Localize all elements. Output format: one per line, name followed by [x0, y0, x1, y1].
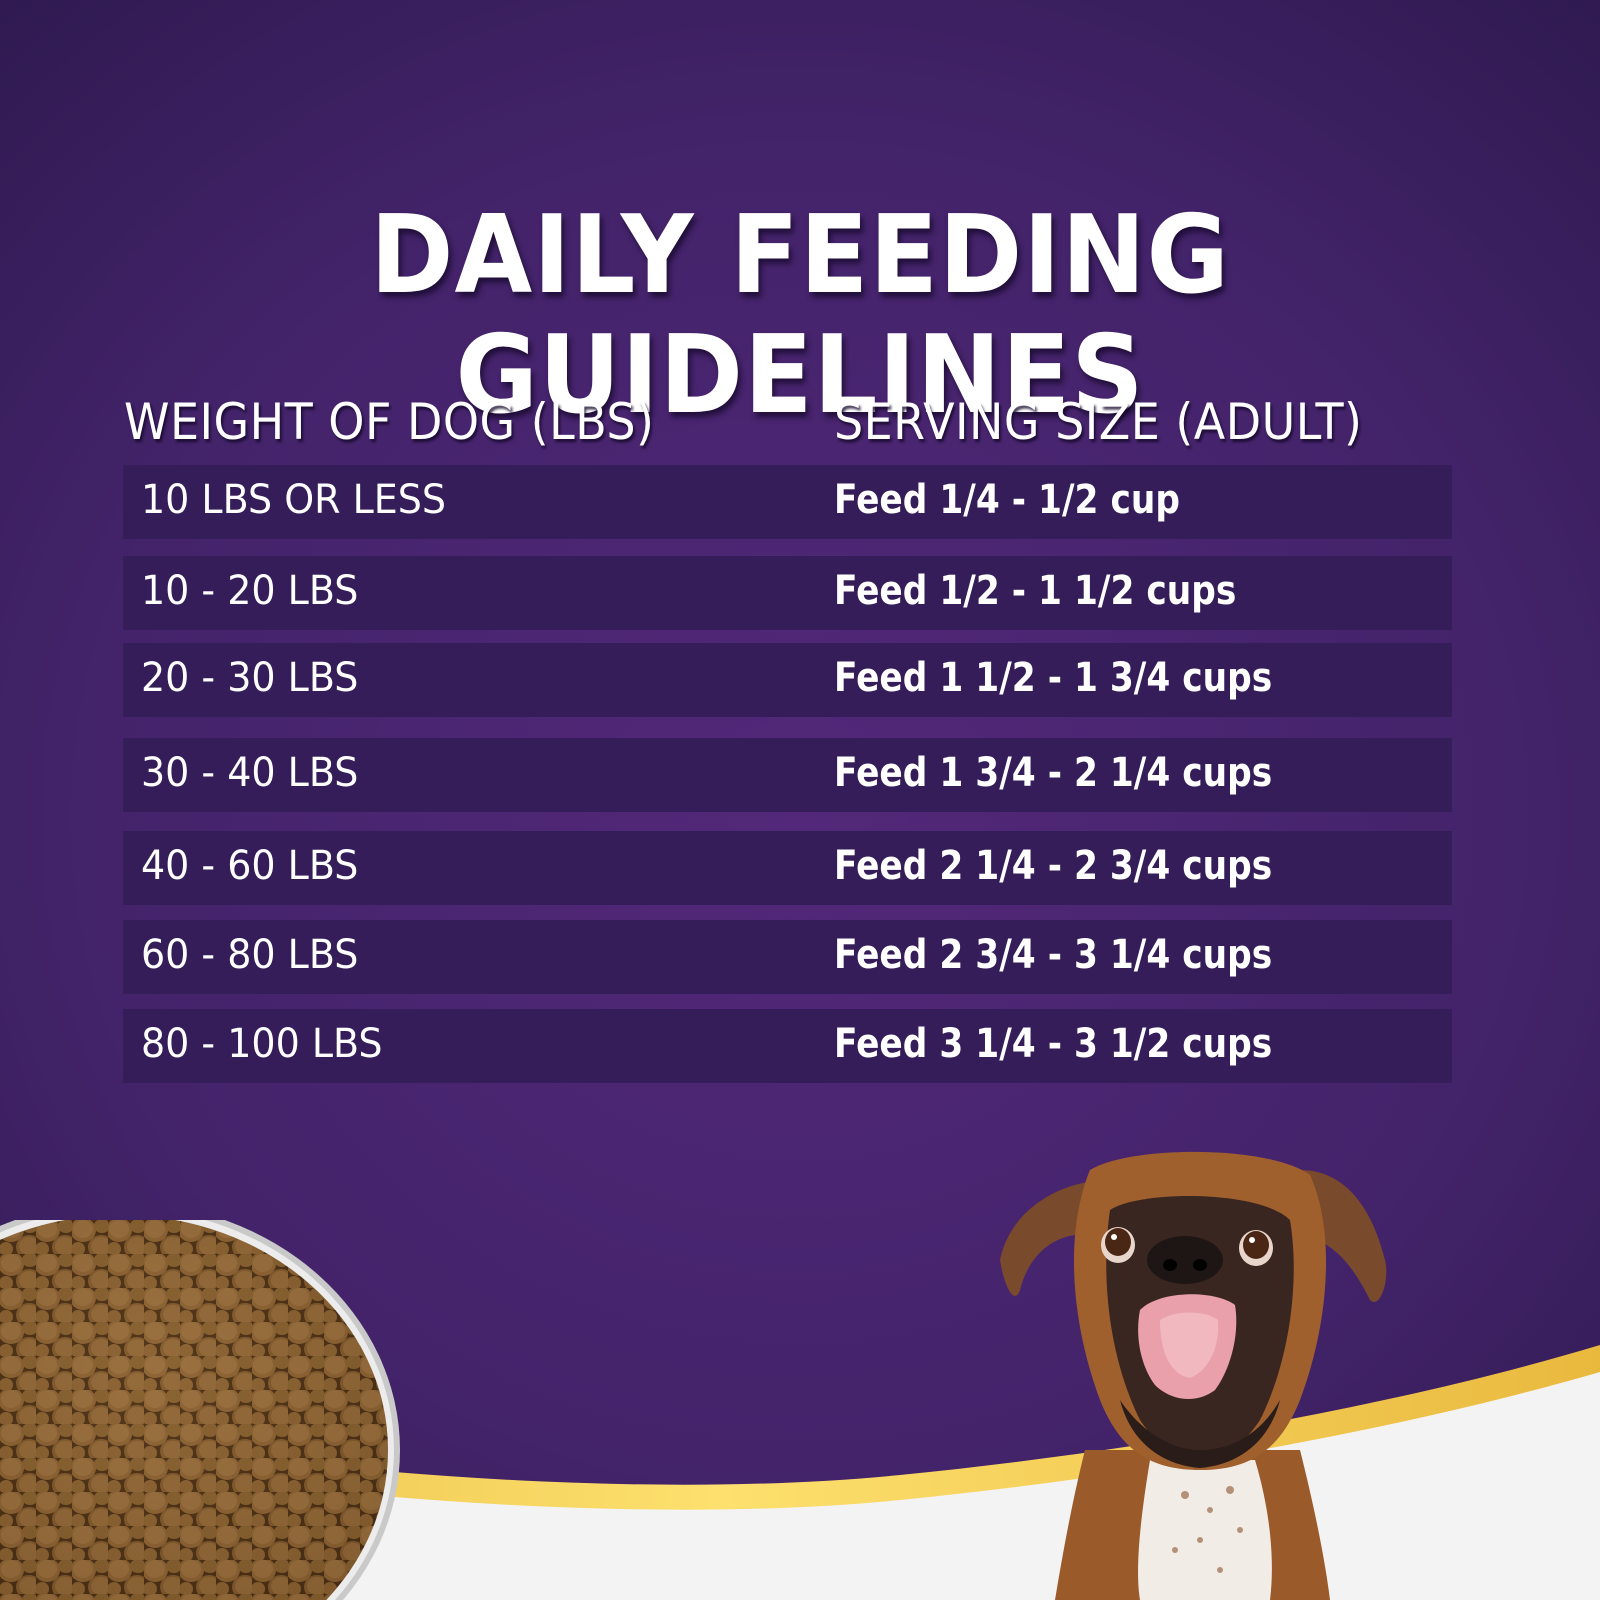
- weight-cell: 10 - 20 LBS: [141, 568, 359, 614]
- serving-cell: Feed 1 1/2 - 1 3/4 cups: [834, 655, 1273, 701]
- weight-cell: 40 - 60 LBS: [141, 843, 359, 889]
- table-row: 10 - 20 LBS Feed 1/2 - 1 1/2 cups: [123, 556, 1452, 630]
- serving-cell: Feed 1/2 - 1 1/2 cups: [834, 568, 1237, 614]
- table-row: 30 - 40 LBS Feed 1 3/4 - 2 1/4 cups: [123, 738, 1452, 812]
- weight-cell: 80 - 100 LBS: [141, 1021, 383, 1067]
- column-header-weight: WEIGHT OF DOG (LBS): [124, 393, 655, 451]
- serving-cell: Feed 2 1/4 - 2 3/4 cups: [834, 843, 1273, 889]
- table-row: 10 LBS OR LESS Feed 1/4 - 1/2 cup: [123, 465, 1452, 539]
- weight-cell: 20 - 30 LBS: [141, 655, 359, 701]
- kibble-bowl-image: [0, 1220, 400, 1600]
- serving-cell: Feed 2 3/4 - 3 1/4 cups: [834, 932, 1273, 978]
- weight-cell: 30 - 40 LBS: [141, 750, 359, 796]
- serving-cell: Feed 1 3/4 - 2 1/4 cups: [834, 750, 1273, 796]
- table-row: 20 - 30 LBS Feed 1 1/2 - 1 3/4 cups: [123, 643, 1452, 717]
- table-row: 40 - 60 LBS Feed 2 1/4 - 2 3/4 cups: [123, 831, 1452, 905]
- weight-cell: 60 - 80 LBS: [141, 932, 359, 978]
- serving-cell: Feed 1/4 - 1/2 cup: [834, 477, 1180, 523]
- boxer-dog-image: [1000, 1151, 1387, 1600]
- table-row: 60 - 80 LBS Feed 2 3/4 - 3 1/4 cups: [123, 920, 1452, 994]
- page-title: DAILY FEEDING GUIDELINES: [370, 193, 1230, 438]
- table-row: 80 - 100 LBS Feed 3 1/4 - 3 1/2 cups: [123, 1009, 1452, 1083]
- column-header-serving: SERVING SIZE (ADULT): [834, 393, 1363, 451]
- serving-cell: Feed 3 1/4 - 3 1/2 cups: [834, 1021, 1273, 1067]
- weight-cell: 10 LBS OR LESS: [141, 477, 447, 523]
